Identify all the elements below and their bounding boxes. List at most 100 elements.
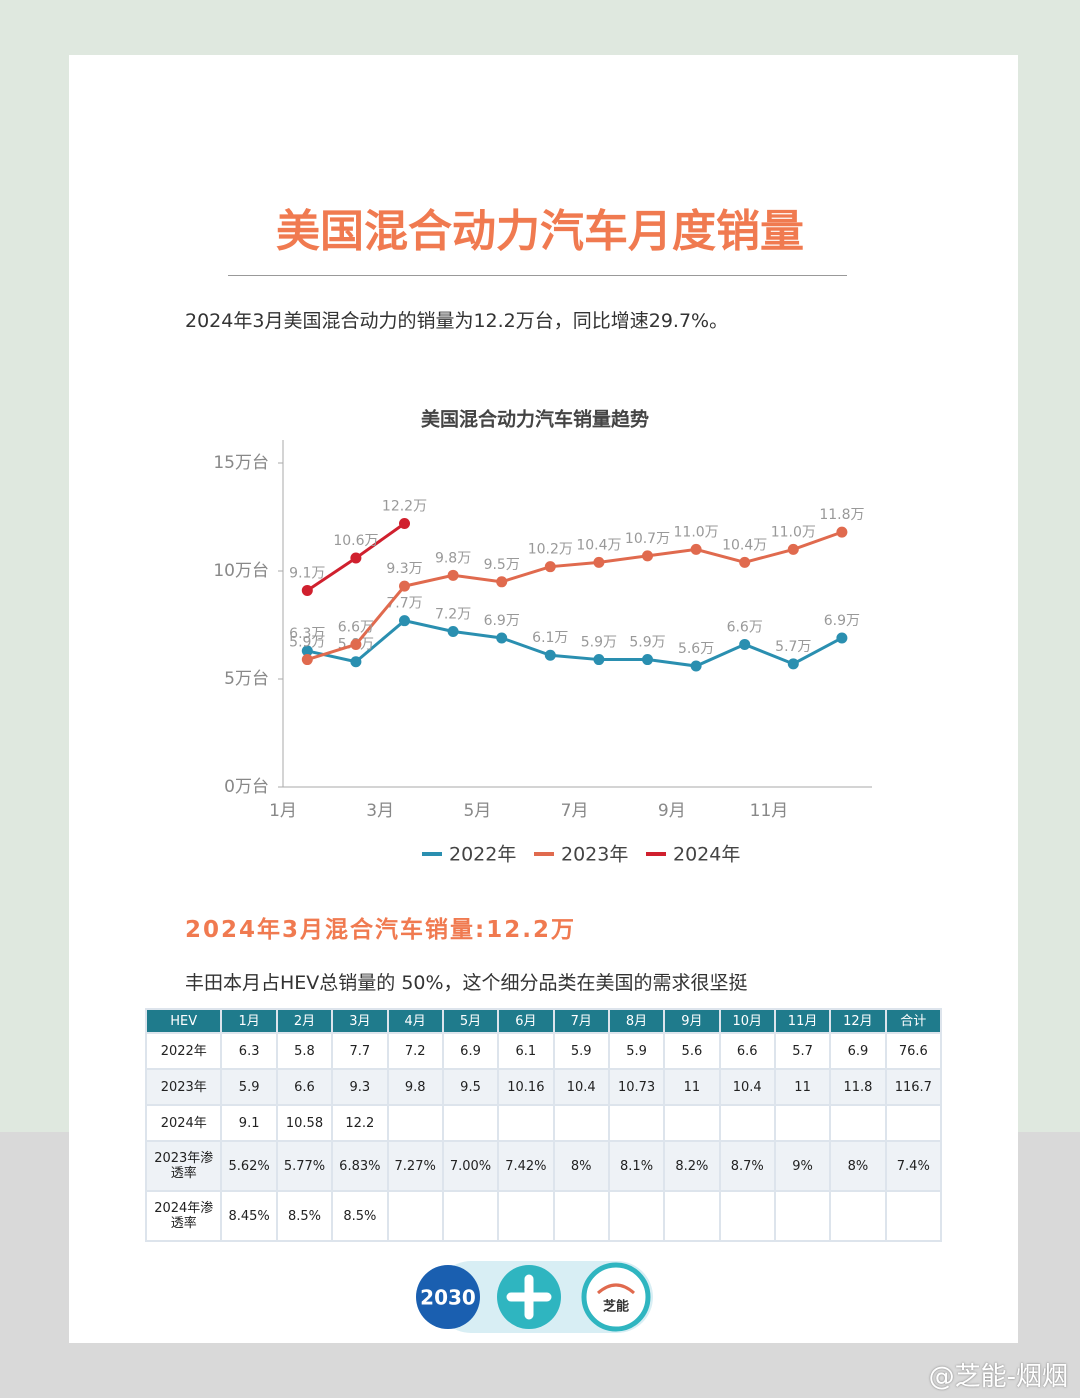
point <box>350 638 362 650</box>
point <box>399 615 410 627</box>
point <box>787 658 799 670</box>
cell: 5.7 <box>773 1032 832 1070</box>
cell: 11 <box>773 1068 832 1106</box>
cell <box>718 1104 776 1142</box>
header-row: HEV 1月 2月 3月 4月 5月 6月 7月 8月 9月 10月 11月 12月 合计 <box>144 1008 943 1034</box>
row: 2022年 6.3 5.8 7.7 7.2 6.9 6.1 5.9 5.9 5.6 6.6 5.7 6.… <box>144 1032 943 1070</box>
cell: 8.5% <box>331 1190 389 1242</box>
cell: 8% <box>552 1140 610 1192</box>
cell <box>552 1104 610 1142</box>
header-cell: 5月 <box>441 1008 500 1034</box>
table: HEV 1月 2月 3月 4月 5月 6月 7月 8月 9月 10月 11月 12月 合计 2022年 6.3… <box>144 1008 943 1242</box>
cell: 2022年 <box>144 1032 223 1070</box>
cell: 6.3 <box>220 1032 278 1070</box>
cell <box>607 1104 666 1142</box>
point <box>787 543 799 555</box>
data-label: 10.2万 <box>528 542 573 558</box>
cell: 7.2 <box>386 1032 444 1070</box>
logo-circle <box>581 1262 651 1332</box>
cell: 10.16 <box>497 1068 555 1106</box>
cell <box>386 1190 444 1242</box>
point <box>301 645 313 657</box>
data-label: 9.5万 <box>484 557 520 573</box>
header-cell: 11月 <box>773 1008 832 1034</box>
data-label: 6.1万 <box>532 630 568 646</box>
header-cell: 1月 <box>220 1008 278 1034</box>
cell: 10.58 <box>275 1104 334 1142</box>
point <box>544 561 556 573</box>
cell: 8.5% <box>275 1190 334 1242</box>
row: 2023年 5.9 6.6 9.3 9.8 9.5 10.16 10.4 10.73 11 10.4… <box>144 1068 943 1106</box>
divider <box>228 275 847 276</box>
point <box>350 552 362 564</box>
point <box>593 556 605 568</box>
cell: 8.2% <box>663 1140 721 1192</box>
header-cell: 6月 <box>497 1008 555 1034</box>
data-label: 5.7万 <box>775 639 811 655</box>
data-label: 5.9万 <box>629 635 665 651</box>
intro: 2024年3月美国混合动力的销量为12.2万台，同比增速29.7%。 <box>185 310 729 332</box>
y-tick-label: 10万台 <box>213 561 269 581</box>
header-cell: 3月 <box>331 1008 389 1034</box>
cell: 6.1 <box>497 1032 555 1070</box>
x-tick-label: 1月 <box>269 801 297 821</box>
row: 2023年渗透率 5.62% 5.77% 6.83% 7.27% 7.00% 7.42% 8%… <box>144 1140 943 1192</box>
header-cell: 9月 <box>663 1008 721 1034</box>
data-label: 6.3万 <box>289 626 325 642</box>
cell: 5.62% <box>220 1140 278 1192</box>
cell <box>773 1190 832 1242</box>
logo-text: 芝能 <box>603 1299 629 1315</box>
header-cell: 10月 <box>718 1008 776 1034</box>
point <box>399 580 410 592</box>
data-label: 10.7万 <box>625 531 670 547</box>
cell: 2023年 <box>144 1068 223 1106</box>
cell: 8.1% <box>607 1140 666 1192</box>
data-label: 6.6万 <box>338 619 374 635</box>
x-tick-label: 7月 <box>561 801 589 821</box>
data-label: 6.9万 <box>824 613 860 629</box>
data-label: 7.7万 <box>386 596 422 612</box>
logo-plus <box>506 1274 552 1320</box>
cell <box>718 1190 776 1242</box>
cell: 5.8 <box>275 1032 334 1070</box>
cell: 11 <box>663 1068 721 1106</box>
cell: 8% <box>829 1140 887 1192</box>
data-label: 11.0万 <box>771 524 816 540</box>
cell: 76.6 <box>884 1032 943 1070</box>
data-label: 9.3万 <box>386 561 422 577</box>
cell <box>829 1190 887 1242</box>
chart-title: 美国混合动力汽车销量趋势 <box>421 408 649 431</box>
cell <box>497 1104 555 1142</box>
cell: 116.7 <box>884 1068 943 1106</box>
data-label: 9.8万 <box>435 550 471 566</box>
cell: 7.7 <box>331 1032 389 1070</box>
cell: 9.1 <box>220 1104 278 1142</box>
cell <box>884 1104 943 1142</box>
data-label: 9.1万 <box>289 565 325 581</box>
cell: 9.5 <box>441 1068 500 1106</box>
cell: 6.9 <box>829 1032 887 1070</box>
watermark: @芝能-烟烟 <box>928 1362 1068 1392</box>
cell: 5.6 <box>663 1032 721 1070</box>
legend-label: 2024年 <box>673 844 740 866</box>
header-cell: 7月 <box>552 1008 610 1034</box>
point <box>301 584 313 596</box>
point <box>836 526 848 538</box>
cell: 9.3 <box>331 1068 389 1106</box>
cell: 8.45% <box>220 1190 278 1242</box>
point <box>642 550 653 562</box>
cell: 10.73 <box>607 1068 666 1106</box>
point <box>739 556 751 568</box>
cell <box>441 1104 500 1142</box>
header-cell: 2月 <box>275 1008 334 1034</box>
cell <box>829 1104 887 1142</box>
cell: 11.8 <box>829 1068 887 1106</box>
header-cell: 合计 <box>884 1008 943 1034</box>
point <box>496 576 508 588</box>
point <box>447 625 459 637</box>
cell <box>607 1190 666 1242</box>
cell: 6.9 <box>441 1032 500 1070</box>
cell: 5.9 <box>552 1032 610 1070</box>
cell: 5.77% <box>275 1140 334 1192</box>
